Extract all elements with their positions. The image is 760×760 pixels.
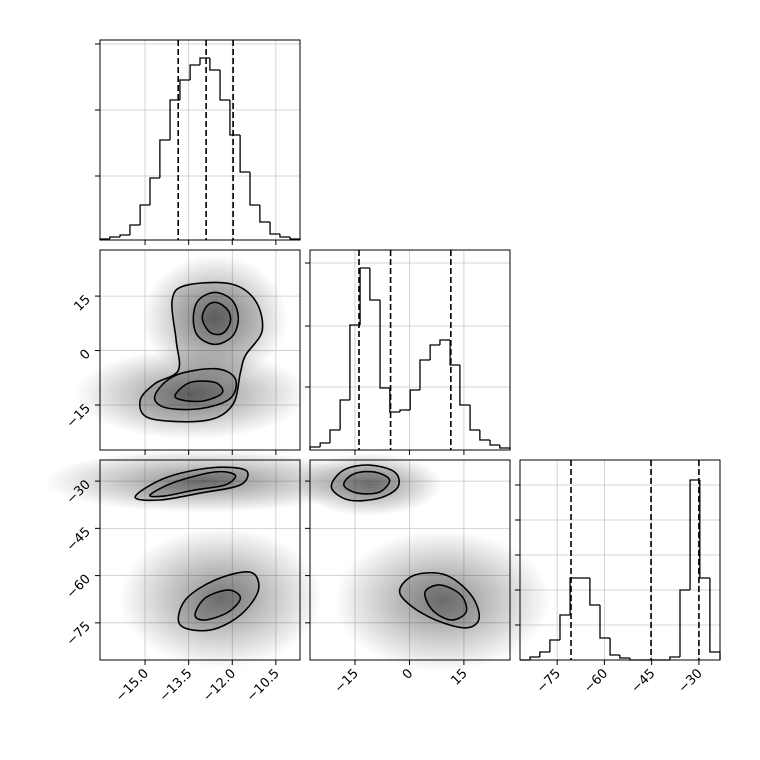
histogram-bin xyxy=(259,205,271,223)
histogram-bin xyxy=(589,578,600,606)
y-tick-label: 15 xyxy=(72,292,94,314)
histogram-bin xyxy=(599,605,611,639)
density-contour xyxy=(201,301,232,336)
density-contour xyxy=(177,570,260,632)
histogram-bin xyxy=(149,177,160,205)
histogram-bin xyxy=(239,135,250,173)
histogram-bin xyxy=(669,656,680,660)
density-contour xyxy=(138,281,264,423)
x-tick-label: −10.5 xyxy=(244,666,283,705)
x-tick-label: −60 xyxy=(581,666,611,696)
y-tick-label: −60 xyxy=(64,572,94,602)
histogram-bin xyxy=(199,57,210,65)
histogram-bin xyxy=(529,656,540,660)
histogram-bin xyxy=(499,445,511,450)
panel-frame xyxy=(309,459,511,661)
histogram-bin xyxy=(399,409,411,412)
x-tick-label: −45 xyxy=(628,666,658,696)
y-tick-label: −45 xyxy=(64,525,94,555)
histogram-bin xyxy=(419,359,431,390)
histogram-bin xyxy=(109,236,121,239)
histogram-bin xyxy=(539,651,550,657)
histogram-bin xyxy=(209,58,221,71)
histogram-bin xyxy=(559,614,571,640)
histogram-bin xyxy=(369,268,381,301)
histogram-bin xyxy=(429,344,440,360)
histogram-bin xyxy=(379,300,390,389)
histogram-bin xyxy=(619,655,630,659)
sample-cloud xyxy=(118,526,323,669)
histogram-bin xyxy=(319,442,330,447)
y-tick-label: −75 xyxy=(64,619,94,649)
histogram-bin xyxy=(609,638,620,656)
sample-cloud xyxy=(296,452,443,516)
histogram-bin xyxy=(549,639,560,652)
histogram-bin xyxy=(409,389,420,410)
histogram-bin xyxy=(349,324,361,400)
histogram-bin xyxy=(339,399,350,430)
x-tick-label: −75 xyxy=(534,666,564,696)
histogram-bin xyxy=(169,99,180,140)
density-contour xyxy=(194,589,242,621)
histogram-bin xyxy=(699,480,710,579)
histogram-bin xyxy=(469,405,480,431)
histogram-bin xyxy=(119,234,130,237)
density-contour xyxy=(424,584,468,621)
density-contour xyxy=(342,470,391,495)
panel-frame xyxy=(309,249,511,451)
histogram-bin xyxy=(459,365,471,406)
histogram-bin xyxy=(269,222,280,235)
density-contour xyxy=(149,470,237,498)
x-tick-label: −15 xyxy=(332,666,362,696)
histogram-bin xyxy=(569,577,580,615)
panel-frame xyxy=(99,39,301,241)
histogram-bin xyxy=(159,139,171,178)
histogram-bin xyxy=(329,429,341,443)
x-tick-label: −13.5 xyxy=(157,666,196,705)
histogram-bin xyxy=(219,70,230,101)
histogram-bin xyxy=(139,204,150,225)
density-contour xyxy=(134,466,249,502)
density-contour xyxy=(153,367,238,411)
sample-cloud xyxy=(333,529,552,672)
x-tick-label: −15.0 xyxy=(113,666,152,705)
histogram-bin xyxy=(439,339,451,345)
histogram-bin xyxy=(229,100,241,136)
x-tick-label: −30 xyxy=(676,666,706,696)
histogram-bin xyxy=(279,234,291,238)
histogram-bin xyxy=(479,430,491,441)
density-contour xyxy=(398,571,481,629)
histogram-bin xyxy=(679,589,691,657)
density-contour xyxy=(192,291,240,346)
y-tick-label: 0 xyxy=(77,347,93,363)
histogram-bin xyxy=(359,267,370,325)
histogram-bin xyxy=(489,440,500,446)
x-tick-label: −12.0 xyxy=(200,666,239,705)
sample-cloud xyxy=(75,348,308,440)
histogram-bin xyxy=(249,172,260,206)
histogram-bin xyxy=(689,479,700,590)
panel-frame xyxy=(99,459,301,661)
sample-cloud xyxy=(43,449,364,513)
histogram-bin xyxy=(449,340,460,366)
histogram-bin xyxy=(129,224,141,235)
histogram-bin xyxy=(179,79,191,100)
density-contour xyxy=(174,380,224,403)
histogram-bin xyxy=(189,64,200,80)
